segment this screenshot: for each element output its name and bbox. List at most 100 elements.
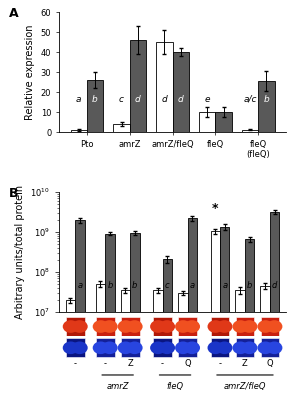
- Circle shape: [93, 320, 109, 333]
- Text: *: *: [212, 202, 219, 215]
- Circle shape: [127, 342, 142, 354]
- Bar: [153, 338, 172, 357]
- Circle shape: [184, 342, 200, 354]
- Bar: [236, 338, 254, 357]
- Circle shape: [242, 320, 258, 333]
- Text: d: d: [272, 281, 277, 290]
- Y-axis label: Arbitrary units/total protein: Arbitrary units/total protein: [15, 185, 24, 319]
- Text: e: e: [221, 95, 226, 104]
- Bar: [66, 300, 75, 400]
- Bar: [153, 317, 172, 336]
- Bar: [96, 317, 114, 336]
- Bar: [220, 227, 230, 400]
- Bar: [178, 293, 188, 400]
- Text: a: a: [190, 281, 195, 290]
- Bar: [156, 42, 173, 132]
- Bar: [260, 286, 270, 400]
- Bar: [235, 290, 245, 400]
- Circle shape: [159, 342, 175, 354]
- Bar: [96, 338, 114, 357]
- Circle shape: [266, 342, 282, 354]
- Circle shape: [242, 342, 258, 354]
- Bar: [66, 317, 85, 336]
- Bar: [71, 130, 87, 132]
- Text: amrZ/fleQ: amrZ/fleQ: [224, 382, 266, 390]
- Circle shape: [118, 342, 134, 354]
- Bar: [75, 220, 85, 400]
- Text: b: b: [263, 95, 269, 104]
- Circle shape: [232, 320, 248, 333]
- Bar: [199, 112, 215, 132]
- Text: a/c: a/c: [243, 95, 257, 104]
- Text: d: d: [162, 95, 167, 104]
- Bar: [105, 234, 115, 400]
- Circle shape: [150, 320, 166, 333]
- Bar: [178, 338, 197, 357]
- Bar: [211, 338, 230, 357]
- Text: b: b: [92, 95, 98, 104]
- Bar: [130, 233, 140, 400]
- Bar: [130, 40, 146, 132]
- Bar: [121, 317, 140, 336]
- Text: d: d: [178, 95, 183, 104]
- Circle shape: [175, 342, 191, 354]
- Circle shape: [127, 320, 142, 333]
- Circle shape: [63, 320, 79, 333]
- Bar: [242, 130, 258, 132]
- Circle shape: [258, 320, 273, 333]
- Circle shape: [72, 342, 88, 354]
- Bar: [258, 81, 275, 132]
- Bar: [236, 317, 254, 336]
- Bar: [121, 338, 140, 357]
- Text: A: A: [9, 7, 19, 20]
- Circle shape: [207, 342, 224, 354]
- Circle shape: [232, 342, 248, 354]
- Text: amrZ/fleQ: amrZ/fleQ: [224, 338, 266, 347]
- Circle shape: [175, 320, 191, 333]
- Text: b: b: [107, 281, 113, 290]
- Circle shape: [150, 342, 166, 354]
- Text: e: e: [204, 95, 210, 104]
- Text: b: b: [132, 281, 137, 290]
- Text: Q: Q: [184, 359, 191, 368]
- Bar: [260, 338, 279, 357]
- Bar: [270, 212, 279, 400]
- Text: a: a: [76, 95, 81, 104]
- Text: d: d: [135, 95, 141, 104]
- Text: -: -: [161, 359, 164, 368]
- Circle shape: [184, 320, 200, 333]
- Bar: [163, 259, 172, 400]
- Circle shape: [159, 320, 175, 333]
- Text: fleQ: fleQ: [166, 382, 183, 390]
- Bar: [121, 290, 130, 400]
- Bar: [215, 112, 232, 132]
- Bar: [66, 338, 85, 357]
- Bar: [211, 231, 220, 400]
- Text: fleQ: fleQ: [166, 338, 183, 347]
- Circle shape: [118, 320, 134, 333]
- Text: amrZ: amrZ: [106, 338, 129, 347]
- Bar: [114, 124, 130, 132]
- Circle shape: [266, 320, 282, 333]
- Bar: [178, 317, 197, 336]
- Bar: [96, 284, 105, 400]
- Circle shape: [207, 320, 224, 333]
- Text: B: B: [9, 187, 19, 200]
- Text: b: b: [247, 281, 253, 290]
- Text: Q: Q: [267, 359, 273, 368]
- Text: amrZ: amrZ: [106, 382, 129, 390]
- Circle shape: [258, 342, 273, 354]
- Text: c: c: [119, 95, 124, 104]
- Circle shape: [217, 320, 232, 333]
- Text: c: c: [165, 281, 170, 290]
- Circle shape: [72, 320, 88, 333]
- Text: Z: Z: [242, 359, 248, 368]
- Bar: [211, 317, 230, 336]
- Circle shape: [63, 342, 79, 354]
- Circle shape: [217, 342, 232, 354]
- Text: -: -: [104, 359, 107, 368]
- Text: a: a: [77, 281, 83, 290]
- Bar: [173, 52, 189, 132]
- Bar: [188, 218, 197, 400]
- Y-axis label: Relative expression: Relative expression: [25, 24, 35, 120]
